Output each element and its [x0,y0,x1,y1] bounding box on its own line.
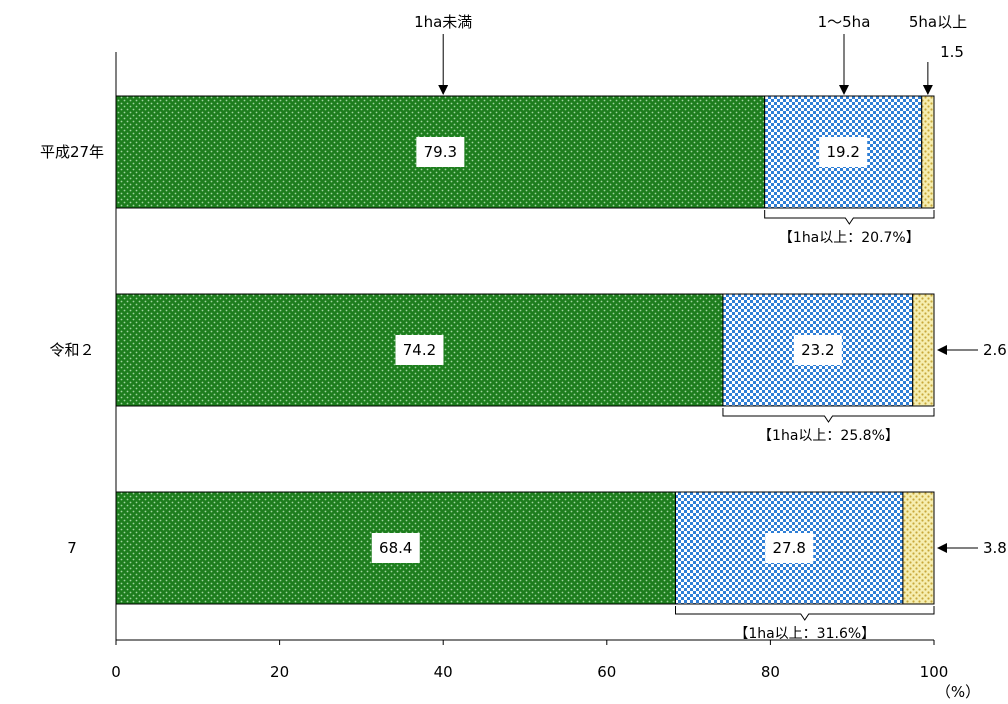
data-label: 74.2 [403,341,436,359]
category-label: 平成27年 [40,143,104,161]
series-label: 1ha未満 [414,13,472,31]
x-tick-label: 40 [434,663,453,681]
bar-segment [921,95,935,209]
data-label: 1.5 [940,43,964,61]
data-label: 3.8 [983,539,1007,557]
subtotal-bracket [764,210,935,225]
x-tick-label: 80 [761,663,780,681]
data-label: 68.4 [379,539,412,557]
category-label: 令和２ [49,341,94,359]
data-label: 27.8 [773,539,806,557]
data-label: 19.2 [826,143,859,161]
x-tick-label: 100 [920,663,949,681]
data-label-box [793,335,842,365]
x-tick-label: 20 [270,663,289,681]
bar-segment [912,293,935,407]
data-label: 23.2 [801,341,834,359]
subtotal-bracket [722,408,935,423]
bars: 79.3 19.2 74.2 23.2 68.4 27.8 [115,95,935,605]
data-label-box [765,533,814,563]
category-label: 7 [67,539,77,557]
x-unit-label: （%） [936,683,980,701]
data-label-box [395,335,444,365]
x-tick-label: 0 [111,663,121,681]
series-label: 5ha以上 [909,13,967,31]
x-tick-label: 60 [597,663,616,681]
data-label: 79.3 [424,143,457,161]
series-label: 1～5ha [818,13,871,31]
bar-segment [902,491,935,605]
subtotal-label: 【1ha以上：31.6%】 [734,626,875,642]
subtotal-label: 【1ha以上：20.7%】 [779,230,920,246]
data-label: 2.6 [983,341,1007,359]
annotations: 1ha未満 1～5ha 5ha以上 1.5 2.6 3.8 【1ha以上：20.7%】【1h… [414,13,1007,642]
data-label-box [416,137,465,167]
subtotal-label: 【1ha以上：25.8%】 [758,428,899,444]
data-label-box [371,533,420,563]
data-label-box [819,137,868,167]
subtotal-bracket [675,606,935,621]
